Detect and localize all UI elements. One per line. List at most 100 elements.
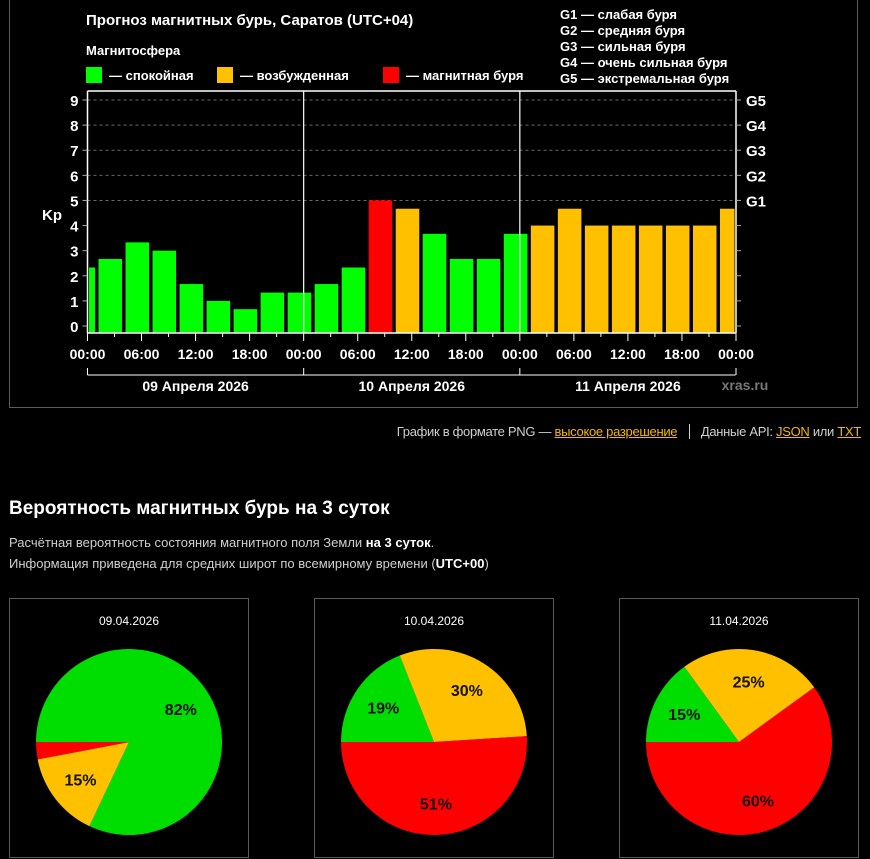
pie-slice-storm (341, 736, 527, 836)
pie-card-day3: 11.04.2026 15% 25% 60% (619, 598, 859, 858)
y-tick-label: 1 (70, 294, 78, 311)
kp-bar-9 (314, 284, 339, 333)
pie-label-quiet: 82% (165, 702, 197, 719)
day-label: 11 Апреля 2026 (575, 378, 681, 394)
description-line-2: Информация приведена для средних широт п… (9, 556, 489, 571)
kp-bar-7 (260, 292, 285, 333)
y-tick-label: 6 (70, 168, 78, 185)
description-line-1: Расчётная вероятность состояния магнитно… (9, 535, 434, 550)
pie-label-storm: 51% (420, 796, 452, 813)
kp-bar-0 (89, 267, 96, 333)
kp-bar-19 (584, 225, 609, 333)
kp-chart-container (9, 0, 858, 408)
pie-date: 09.04.2026 (98, 614, 160, 628)
pie-card-day2: 10.04.2026 19% 30% 51% (314, 598, 554, 858)
g-tick-label: G4 (746, 118, 767, 135)
legend-title: Магнитосфера (86, 43, 181, 58)
x-tick-label: 12:00 (394, 346, 430, 362)
desc1-end: . (430, 535, 435, 550)
x-tick-label: 00:00 (502, 346, 538, 362)
pie-slice-storm (646, 687, 832, 835)
watermark: xras.ru (722, 377, 769, 393)
kp-bar-10 (341, 267, 366, 333)
pie-date: 10.04.2026 (403, 614, 465, 628)
footer-divider (688, 424, 690, 439)
pie-label-active: 25% (733, 674, 765, 691)
pie-date: 11.04.2026 (709, 614, 769, 628)
y-tick-label: 9 (70, 93, 78, 110)
pie-card-day1: 09.04.2026 82% 15% (9, 598, 249, 858)
pie-chart: 15% 25% 60% (646, 649, 832, 835)
kp-bar-8 (287, 292, 312, 333)
x-tick-label: 06:00 (340, 346, 376, 362)
y-tick-label: 3 (70, 244, 78, 261)
kp-bar-18 (557, 208, 582, 333)
pie-label-storm: 60% (742, 793, 774, 810)
desc2-end: ) (484, 556, 489, 571)
g-scale-legend-item: G2 — средняя буря (560, 23, 685, 38)
kp-bar-16 (503, 233, 528, 333)
g-tick-label: G2 (746, 168, 766, 185)
y-tick-label: 2 (70, 269, 78, 286)
g-tick-label: G5 (746, 93, 766, 110)
pie-slice-storm (36, 742, 129, 760)
pie-label-quiet: 19% (367, 700, 399, 717)
x-tick-label: 18:00 (448, 346, 484, 362)
x-tick-label: 06:00 (124, 346, 160, 362)
x-tick-label: 00:00 (286, 346, 322, 362)
y-tick-label: 8 (70, 118, 78, 135)
x-tick-label: 06:00 (556, 346, 592, 362)
desc1-bold: на 3 суток (365, 535, 431, 550)
legend-swatch-1 (217, 67, 233, 83)
pie-slice-quiet (646, 666, 739, 742)
legend-label-2: — магнитная буря (406, 68, 523, 83)
y-tick-label: 7 (70, 143, 78, 160)
g-tick-label: G1 (746, 193, 766, 210)
png-text: График в формате PNG — (396, 424, 552, 439)
txt-link[interactable]: TXT (837, 424, 861, 439)
kp-bar-23 (692, 225, 717, 333)
kp-bar-14 (449, 258, 474, 333)
pie-label-active: 15% (64, 773, 96, 790)
pie-label-active: 30% (451, 683, 483, 700)
kp-bar-12 (395, 208, 420, 333)
x-tick-label: 12:00 (178, 346, 214, 362)
pie-chart: 82% 15% (36, 649, 223, 835)
legend-swatch-0 (86, 67, 102, 83)
kp-bar-11 (368, 200, 393, 333)
day-label: 10 Апреля 2026 (359, 378, 466, 394)
pie-slice-quiet (36, 649, 223, 835)
kp-bar-6 (233, 309, 258, 333)
chart-footer: График в формате PNG — высокое разрешени… (397, 424, 861, 439)
json-link[interactable]: JSON (776, 424, 810, 439)
hires-link[interactable]: высокое разрешение (554, 424, 678, 439)
kp-bar-17 (530, 225, 555, 333)
kp-bar-5 (206, 300, 231, 333)
kp-bar-2 (125, 242, 150, 333)
g-scale-legend-item: G5 — экстремальная буря (560, 71, 729, 86)
api-text: Данные API: (700, 424, 773, 439)
pie-slice-active (37, 742, 129, 827)
g-scale-legend-item: G1 — слабая буря (560, 7, 677, 22)
desc1-text: Расчётная вероятность состояния магнитно… (9, 535, 366, 550)
kp-bar-24 (719, 208, 735, 333)
pie-slice-active (399, 649, 527, 742)
x-tick-label: 00:00 (718, 346, 754, 362)
legend-swatch-2 (383, 67, 399, 83)
desc2-bold: UTC+00 (435, 556, 485, 571)
legend-label-1: — возбужденная (240, 68, 349, 83)
day-label: 09 Апреля 2026 (142, 378, 249, 394)
pie-slice-quiet (341, 655, 434, 742)
x-tick-label: 18:00 (664, 346, 700, 362)
y-axis-label: Kp (42, 207, 62, 224)
x-tick-label: 12:00 (610, 346, 646, 362)
kp-bar-4 (179, 284, 204, 333)
kp-bar-20 (611, 225, 636, 333)
y-tick-label: 4 (70, 219, 79, 236)
kp-bar-22 (665, 225, 690, 333)
kp-bar-15 (476, 258, 501, 333)
kp-bar-3 (152, 250, 177, 333)
pie-slice-active (684, 649, 815, 742)
or-text: или (812, 424, 835, 439)
chart-title: Прогноз магнитных бурь, Саратов (UTC+04) (86, 12, 413, 29)
